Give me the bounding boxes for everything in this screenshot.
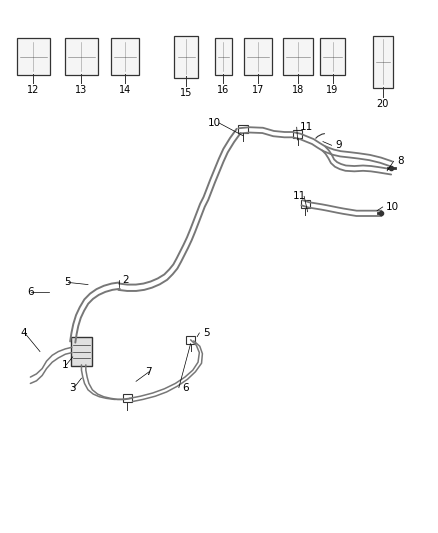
Bar	[300, 200, 310, 208]
FancyBboxPatch shape	[283, 38, 313, 75]
Text: 10: 10	[208, 118, 221, 128]
Text: 9: 9	[335, 140, 342, 150]
Text: 13: 13	[75, 85, 88, 95]
Text: 14: 14	[119, 85, 131, 95]
Text: 16: 16	[217, 85, 230, 95]
Text: 6: 6	[27, 287, 33, 297]
Bar	[186, 336, 195, 344]
Bar	[293, 130, 302, 138]
FancyBboxPatch shape	[320, 38, 346, 75]
Text: 17: 17	[252, 85, 265, 95]
FancyBboxPatch shape	[65, 38, 98, 75]
Text: 11: 11	[300, 122, 314, 132]
Text: 18: 18	[291, 85, 304, 95]
FancyBboxPatch shape	[71, 337, 92, 367]
Text: 19: 19	[326, 85, 339, 95]
Text: 11: 11	[293, 191, 306, 201]
Text: 2: 2	[122, 275, 129, 285]
Bar	[123, 394, 132, 402]
FancyBboxPatch shape	[244, 38, 272, 75]
Text: 5: 5	[203, 328, 209, 338]
Text: 6: 6	[182, 383, 189, 393]
Text: 12: 12	[27, 85, 39, 95]
Bar	[238, 125, 248, 133]
FancyBboxPatch shape	[373, 36, 393, 88]
Text: 20: 20	[377, 99, 389, 109]
Text: 1: 1	[62, 360, 68, 370]
FancyBboxPatch shape	[111, 38, 139, 75]
Text: 10: 10	[386, 202, 399, 212]
FancyBboxPatch shape	[17, 38, 49, 75]
Text: 8: 8	[397, 156, 404, 166]
Text: 5: 5	[64, 278, 71, 287]
FancyBboxPatch shape	[215, 38, 232, 75]
FancyBboxPatch shape	[174, 36, 198, 77]
Text: 3: 3	[70, 383, 76, 393]
Text: 15: 15	[180, 88, 192, 98]
Text: 4: 4	[20, 328, 27, 338]
Text: 7: 7	[145, 367, 151, 377]
